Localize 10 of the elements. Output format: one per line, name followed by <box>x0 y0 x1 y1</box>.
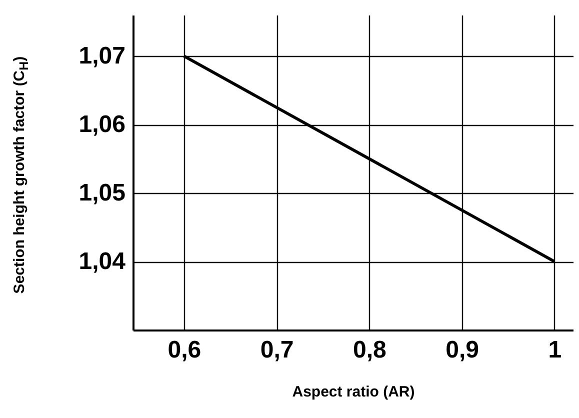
x-tick-label: 0,8 <box>353 336 386 364</box>
x-tick-label: 0,9 <box>446 336 480 364</box>
x-tick-label: 1 <box>548 336 562 364</box>
x-tick-label: 0,7 <box>260 336 294 364</box>
x-tick-label: 0,6 <box>168 336 202 364</box>
y-tick-label: 1,04 <box>78 248 126 276</box>
y-tick-label: 1,06 <box>78 111 126 138</box>
y-tick-label: 1,07 <box>78 42 126 70</box>
y-tick-label: 1,05 <box>78 180 126 207</box>
x-axis-title: Aspect ratio (AR) <box>292 384 415 400</box>
